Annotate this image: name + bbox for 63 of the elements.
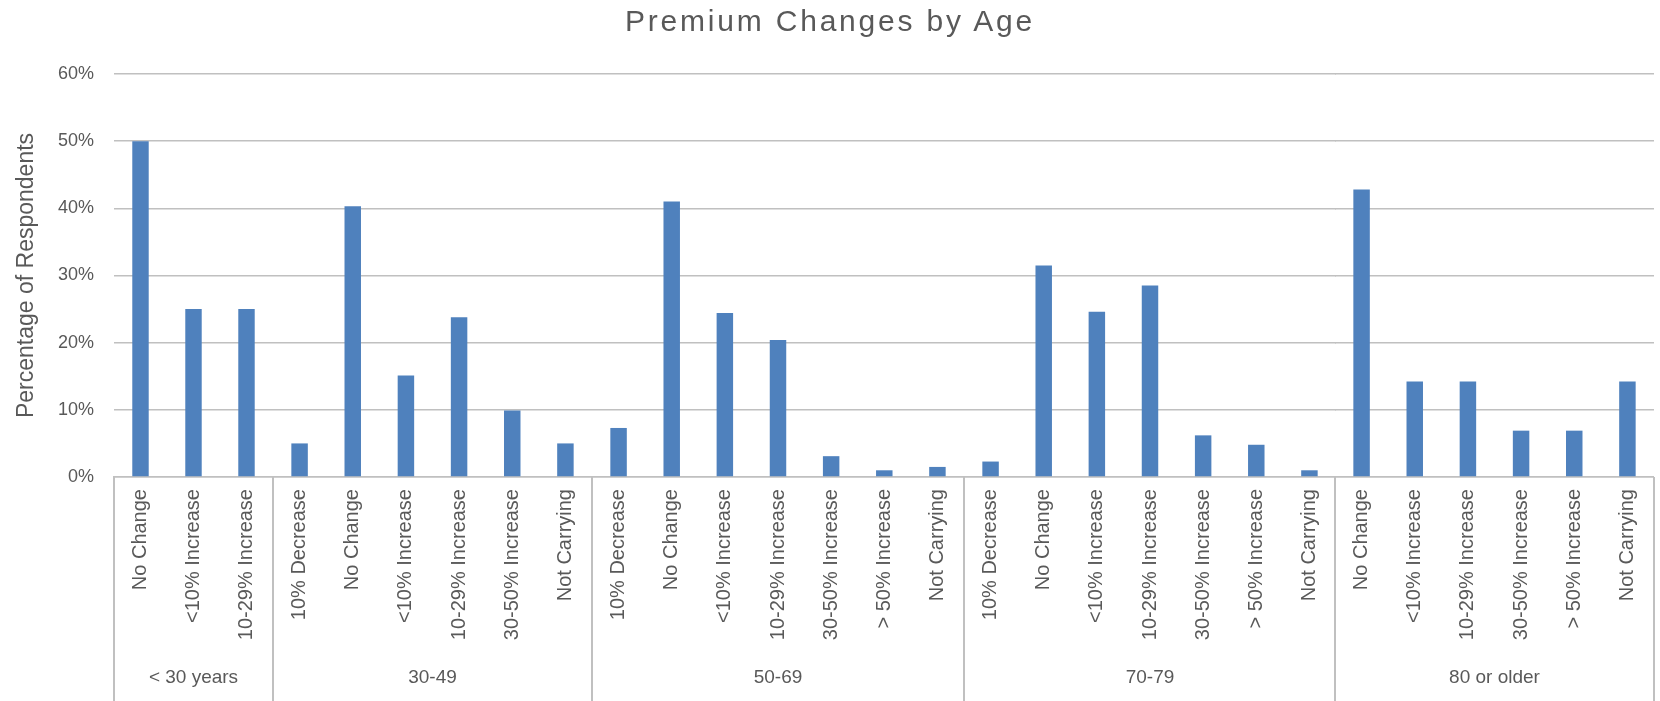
x-tick-label: <10% Increase bbox=[393, 489, 416, 623]
y-tick-label: 50% bbox=[57, 130, 94, 151]
x-tick-label: <10% Increase bbox=[181, 489, 204, 623]
bar bbox=[1035, 265, 1052, 477]
x-axis-title: 50-69 bbox=[753, 665, 803, 687]
y-tick-label: 20% bbox=[57, 331, 94, 352]
bar bbox=[291, 443, 309, 477]
bar bbox=[1300, 470, 1318, 477]
x-axis-title: 80 or older bbox=[1449, 665, 1541, 687]
y-tick-label: 0% bbox=[67, 465, 94, 486]
x-tick-label: 10-29% Increase bbox=[1455, 489, 1478, 641]
x-tick-label: No Change bbox=[340, 489, 363, 591]
bar bbox=[610, 427, 627, 477]
x-tick-label: 10-29% Increase bbox=[446, 489, 469, 641]
x-tick-label: 30-50% Increase bbox=[1190, 489, 1213, 641]
x-tick-label: <10% Increase bbox=[1402, 489, 1425, 623]
x-tick-label: Not Carrying bbox=[924, 489, 947, 602]
bar bbox=[875, 470, 893, 477]
bar bbox=[1088, 311, 1105, 477]
x-tick-label: No Change bbox=[659, 489, 682, 591]
bar bbox=[397, 375, 415, 477]
bar bbox=[1194, 435, 1212, 477]
x-tick-label: 10% Decrease bbox=[977, 489, 1000, 621]
bar bbox=[1247, 444, 1265, 477]
bar bbox=[1141, 285, 1158, 477]
x-tick-label: <10% Increase bbox=[1084, 489, 1107, 623]
bar bbox=[716, 313, 734, 477]
bar bbox=[769, 339, 787, 477]
bar bbox=[981, 461, 999, 477]
x-tick-label: 10% Decrease bbox=[606, 489, 629, 621]
x-tick-label: 30-50% Increase bbox=[500, 489, 523, 641]
bar bbox=[451, 317, 468, 477]
bar bbox=[822, 456, 840, 477]
x-tick-label: 10-29% Increase bbox=[765, 489, 788, 641]
bar bbox=[929, 466, 946, 477]
bar bbox=[504, 410, 521, 477]
bar bbox=[663, 201, 680, 477]
x-axis-title: < 30 years bbox=[148, 665, 239, 687]
y-tick-label: 10% bbox=[57, 398, 94, 419]
x-tick-label: 30-50% Increase bbox=[1508, 489, 1531, 641]
x-tick-label: Not Carrying bbox=[1296, 489, 1319, 602]
x-tick-label: No Change bbox=[128, 489, 151, 591]
x-tick-label: 10-29% Increase bbox=[1137, 489, 1160, 641]
y-tick-label: 60% bbox=[57, 62, 94, 83]
x-axis-title: 30-49 bbox=[408, 665, 458, 687]
chart-title: Premium Changes by Age bbox=[624, 4, 1036, 37]
x-tick-label: Not Carrying bbox=[1615, 489, 1638, 602]
bar bbox=[557, 443, 574, 477]
x-tick-label: > 50% Increase bbox=[1562, 489, 1585, 629]
y-tick-label: 40% bbox=[57, 197, 94, 218]
y-tick-label: 30% bbox=[57, 264, 94, 285]
x-tick-label: > 50% Increase bbox=[1243, 489, 1266, 629]
x-tick-label: > 50% Increase bbox=[871, 489, 894, 629]
bar bbox=[344, 206, 362, 477]
x-tick-label: <10% Increase bbox=[712, 489, 735, 623]
x-tick-label: 10-29% Increase bbox=[234, 489, 257, 641]
x-tick-label: 30-50% Increase bbox=[818, 489, 841, 641]
x-tick-label: No Change bbox=[1030, 489, 1053, 591]
x-axis-title: 70-79 bbox=[1125, 665, 1174, 687]
x-tick-label: 10% Decrease bbox=[287, 489, 310, 621]
x-tick-label: Not Carrying bbox=[553, 489, 576, 602]
y-axis-title: Percentage of Respondents bbox=[12, 132, 39, 419]
x-tick-label: No Change bbox=[1349, 489, 1372, 591]
